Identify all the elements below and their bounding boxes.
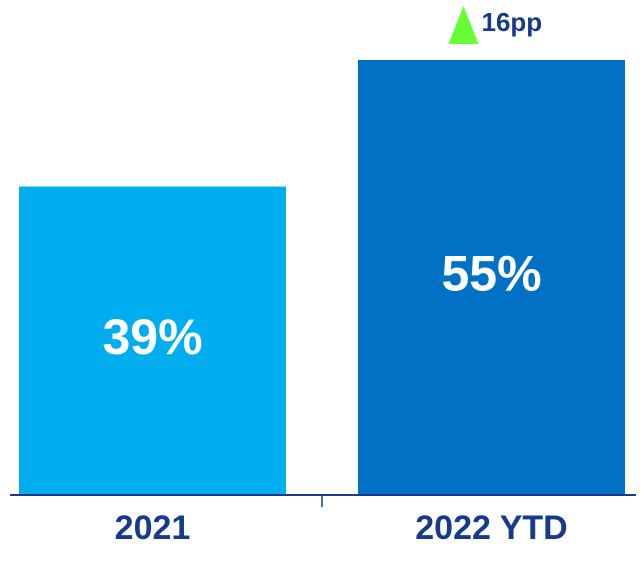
bar-value-label-2021: 39% [102,309,202,365]
x-tick-label-2021: 2021 [115,509,191,547]
x-tick-label-2022-ytd: 2022 YTD [415,509,567,547]
bar-2021 [19,186,286,495]
delta-annotation-label: 16pp [482,7,543,37]
labels-layer: 39% 2021 55% 2022 YTD [102,246,567,547]
bar-2022-ytd [358,60,625,495]
bars-layer [19,60,625,495]
delta-annotation: 16pp [448,6,543,44]
up-triangle-icon [448,6,479,44]
bar-value-label-2022-ytd: 55% [441,246,541,302]
